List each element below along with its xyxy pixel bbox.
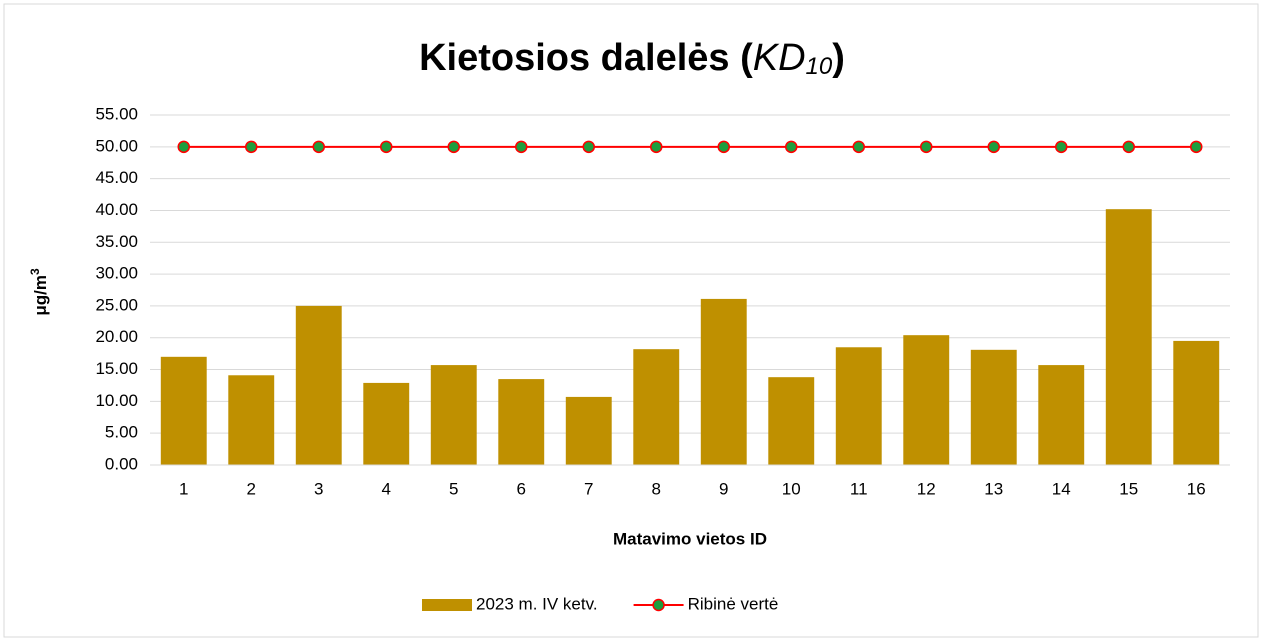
bar [700, 298, 747, 465]
x-tick-label: 7 [584, 479, 593, 498]
marker [717, 140, 730, 154]
y-label-superscript: 3 [28, 268, 42, 275]
y-tick-label: 0.00 [105, 454, 138, 473]
marker [987, 140, 1000, 154]
marker [245, 140, 258, 154]
x-tick-label: 15 [1119, 479, 1138, 498]
x-tick-label: 9 [719, 479, 728, 498]
legend-label: 2023 m. IV ketv. [476, 594, 598, 613]
bar [1105, 209, 1152, 465]
x-tick-label: 14 [1052, 479, 1071, 498]
x-tick-label: 2 [247, 479, 256, 498]
x-axis-label: Matavimo vietos ID [613, 529, 767, 548]
marker [650, 140, 663, 154]
x-tick-label: 4 [382, 479, 391, 498]
title-close: ) [832, 37, 845, 79]
y-label-text: μg/m [31, 275, 50, 316]
y-tick-label: 5.00 [105, 423, 138, 442]
marker [582, 140, 595, 154]
title-text: Kietosios dalelės ( [419, 37, 753, 79]
y-tick-label: 25.00 [95, 295, 138, 314]
x-tick-label: 13 [984, 479, 1003, 498]
x-tick-label: 1 [179, 479, 188, 498]
x-tick-label: 11 [850, 479, 868, 498]
marker [380, 140, 393, 154]
marker [447, 140, 460, 154]
y-tick-label: 10.00 [95, 391, 138, 410]
y-axis-label: μg/m3 [28, 268, 50, 316]
legend-swatch [422, 599, 472, 611]
bar [295, 305, 342, 465]
x-tick-label: 16 [1187, 479, 1206, 498]
bar [498, 379, 545, 465]
y-tick-label: 45.00 [95, 168, 138, 187]
y-tick-label: 30.00 [95, 264, 138, 283]
x-tick-label: 5 [449, 479, 458, 498]
marker [852, 140, 865, 154]
legend-marker [652, 598, 665, 612]
y-tick-label: 50.00 [95, 136, 138, 155]
bar [1173, 340, 1220, 465]
bar [835, 347, 882, 465]
y-tick-label: 15.00 [95, 359, 138, 378]
marker [785, 140, 798, 154]
x-tick-label: 8 [652, 479, 661, 498]
bar [160, 356, 207, 465]
bar [970, 349, 1017, 465]
y-tick-label: 55.00 [95, 104, 138, 123]
bar [363, 382, 410, 465]
marker [1122, 140, 1135, 154]
chart-title: Kietosios dalelės (KD10) [419, 37, 845, 80]
bar [633, 349, 680, 465]
x-tick-label: 10 [782, 479, 801, 498]
x-tick-label: 3 [314, 479, 323, 498]
x-tick-label: 12 [917, 479, 936, 498]
title-italic: KD [753, 37, 806, 79]
bar [768, 377, 815, 465]
bar [1038, 365, 1085, 465]
y-tick-label: 20.00 [95, 327, 138, 346]
y-tick-label: 40.00 [95, 200, 138, 219]
y-tick-label: 35.00 [95, 232, 138, 251]
bar [430, 365, 477, 465]
marker [1055, 140, 1068, 154]
marker [177, 140, 190, 154]
marker [920, 140, 933, 154]
chart-border [3, 3, 1259, 638]
marker [312, 140, 325, 154]
bar [228, 375, 275, 465]
bar [565, 396, 612, 465]
legend-label: Ribinė vertė [688, 594, 779, 613]
marker [515, 140, 528, 154]
x-tick-label: 6 [517, 479, 526, 498]
marker [1190, 140, 1203, 154]
bar [903, 335, 950, 465]
title-subscript: 10 [806, 53, 833, 80]
